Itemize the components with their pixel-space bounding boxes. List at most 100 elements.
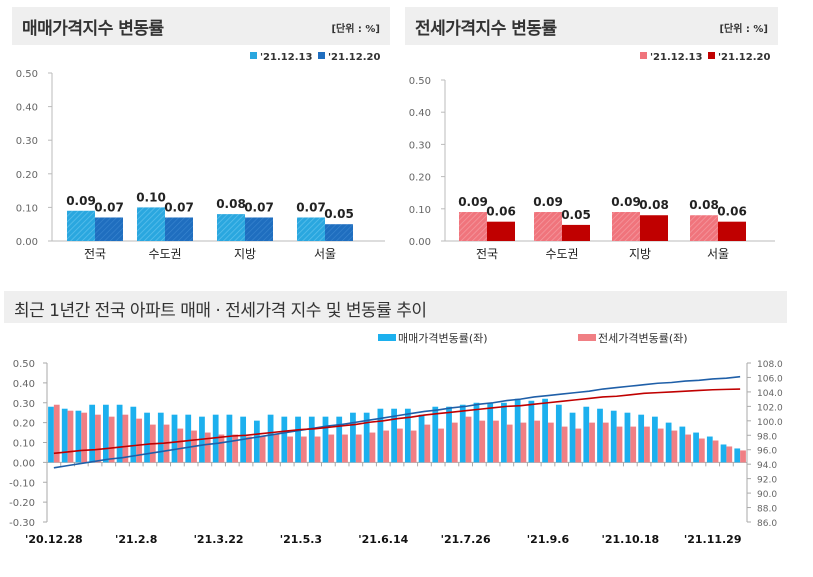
jeonse-y-tick-label: 0.40 bbox=[409, 108, 431, 119]
trend-bar-sale bbox=[569, 412, 576, 463]
sale-data-label: 0.10 bbox=[136, 190, 166, 204]
trend-bar-jeonse bbox=[53, 404, 60, 463]
trend-bar-sale bbox=[336, 416, 343, 463]
sale-legend-swatch bbox=[318, 52, 325, 59]
trend-bar-jeonse bbox=[328, 434, 335, 463]
trend-right-tick-label: 88.0 bbox=[757, 505, 777, 515]
trend-bar-sale bbox=[377, 408, 384, 463]
sale-data-label: 0.05 bbox=[324, 207, 354, 221]
trend-bar-sale bbox=[267, 414, 274, 463]
sale-data-label: 0.07 bbox=[94, 200, 124, 214]
trend-bar-sale bbox=[542, 398, 548, 463]
trend-bar-sale bbox=[61, 408, 68, 463]
trend-bar-jeonse bbox=[122, 414, 129, 463]
trend-x-tick-label: '21.6.14 bbox=[358, 533, 408, 546]
trend-x-tick-label: '21.2.8 bbox=[115, 533, 157, 546]
trend-left-tick-label: 0.30 bbox=[13, 399, 35, 410]
trend-bar-jeonse bbox=[698, 438, 705, 463]
trend-bar-sale bbox=[103, 404, 109, 463]
trend-bar-sale bbox=[391, 408, 397, 463]
jeonse-chart-title: 전세가격지수 변동률 bbox=[415, 19, 557, 39]
jeonse-legend-label: '21.12.13 bbox=[650, 52, 702, 63]
trend-bar-jeonse bbox=[232, 434, 239, 463]
sale-legend-swatch bbox=[250, 52, 257, 59]
jeonse-data-label: 0.08 bbox=[689, 198, 719, 212]
trend-bar-sale bbox=[487, 402, 494, 463]
trend-bar-jeonse bbox=[685, 434, 691, 463]
trend-bar-sale bbox=[130, 406, 137, 463]
trend-bar-sale bbox=[144, 412, 150, 463]
trend-bar-sale bbox=[295, 416, 301, 463]
trend-bar-jeonse bbox=[218, 434, 225, 463]
trend-bar-sale bbox=[89, 404, 96, 463]
trend-right-tick-label: 92.0 bbox=[757, 476, 777, 486]
trend-bar-jeonse bbox=[383, 430, 390, 463]
jeonse-data-label: 0.09 bbox=[458, 195, 488, 209]
trend-bar-sale bbox=[624, 412, 631, 463]
sale-bar bbox=[165, 217, 193, 241]
trend-bar-sale bbox=[308, 416, 315, 463]
trend-bar-jeonse bbox=[561, 426, 568, 463]
trend-bar-jeonse bbox=[438, 428, 444, 463]
trend-bar-sale bbox=[720, 444, 727, 463]
sale-category-label: 수도권 bbox=[148, 247, 181, 261]
trend-legend-swatch bbox=[378, 334, 396, 341]
trend-bar-sale bbox=[157, 412, 164, 463]
jeonse-category-label: 전국 bbox=[476, 247, 498, 261]
jeonse-legend-label: '21.12.20 bbox=[718, 52, 770, 63]
trend-bar-sale bbox=[610, 410, 617, 463]
jeonse-data-label: 0.09 bbox=[611, 195, 641, 209]
sale-category-label: 전국 bbox=[84, 247, 106, 261]
trend-bar-jeonse bbox=[575, 428, 582, 463]
jeonse-data-label: 0.09 bbox=[533, 195, 563, 209]
trend-x-tick-label: '21.7.26 bbox=[441, 533, 491, 546]
jeonse-y-tick-label: 0.30 bbox=[409, 140, 431, 151]
jeonse-chart-header: 전세가격지수 변동률 [단위 : %] bbox=[405, 7, 778, 45]
jeonse-data-label: 0.06 bbox=[717, 205, 747, 219]
trend-chart-title: 최근 1년간 전국 아파트 매매 · 전세가격 지수 및 변동률 추이 bbox=[14, 301, 427, 321]
trend-right-tick-label: 86.0 bbox=[757, 519, 777, 529]
trend-bar-sale bbox=[253, 420, 260, 463]
jeonse-data-label: 0.06 bbox=[486, 205, 516, 219]
trend-bar-sale bbox=[363, 412, 370, 463]
trend-bar-sale bbox=[528, 400, 535, 463]
jeonse-bar bbox=[487, 221, 515, 241]
trend-bar-sale bbox=[501, 402, 507, 463]
trend-bar-sale bbox=[432, 406, 439, 463]
trend-right-tick-label: 104.0 bbox=[757, 389, 783, 399]
jeonse-bar bbox=[534, 212, 562, 241]
sale-data-label: 0.09 bbox=[66, 194, 96, 208]
jeonse-bar bbox=[640, 215, 668, 241]
sale-y-tick-label: 0.30 bbox=[16, 136, 38, 147]
jeonse-y-tick-label: 0.20 bbox=[409, 173, 431, 184]
trend-bar-sale bbox=[706, 436, 713, 463]
sale-chart-unit: [단위 : %] bbox=[331, 24, 380, 35]
trend-bar-jeonse bbox=[451, 422, 458, 463]
trend-bar-jeonse bbox=[671, 430, 678, 463]
jeonse-bar bbox=[459, 212, 487, 241]
trend-right-tick-label: 98.0 bbox=[757, 432, 777, 442]
trend-bar-sale bbox=[281, 416, 288, 463]
trend-bar-sale bbox=[171, 414, 178, 463]
trend-bar-jeonse bbox=[259, 436, 266, 463]
trend-bar-jeonse bbox=[630, 426, 637, 463]
trend-x-tick-label: '21.10.18 bbox=[602, 533, 660, 546]
jeonse-index-line bbox=[53, 388, 741, 455]
trend-bar-jeonse bbox=[177, 428, 184, 463]
trend-bar-sale bbox=[679, 426, 686, 463]
trend-bar-jeonse bbox=[95, 414, 101, 463]
jeonse-chart-unit: [단위 : %] bbox=[719, 24, 768, 35]
trend-bar-sale bbox=[404, 408, 411, 463]
trend-bar-jeonse bbox=[602, 422, 609, 463]
sale-category-label: 서울 bbox=[314, 247, 336, 261]
sale-y-tick-label: 0.00 bbox=[16, 237, 38, 248]
jeonse-legend-swatch bbox=[708, 52, 715, 59]
trend-bar-jeonse bbox=[616, 426, 623, 463]
trend-bar-sale bbox=[734, 448, 741, 463]
sale-bar bbox=[245, 217, 273, 241]
trend-bar-jeonse bbox=[644, 426, 650, 463]
trend-bar-jeonse bbox=[465, 416, 472, 463]
trend-bar-jeonse bbox=[355, 434, 362, 463]
trend-bar-sale bbox=[514, 398, 521, 463]
